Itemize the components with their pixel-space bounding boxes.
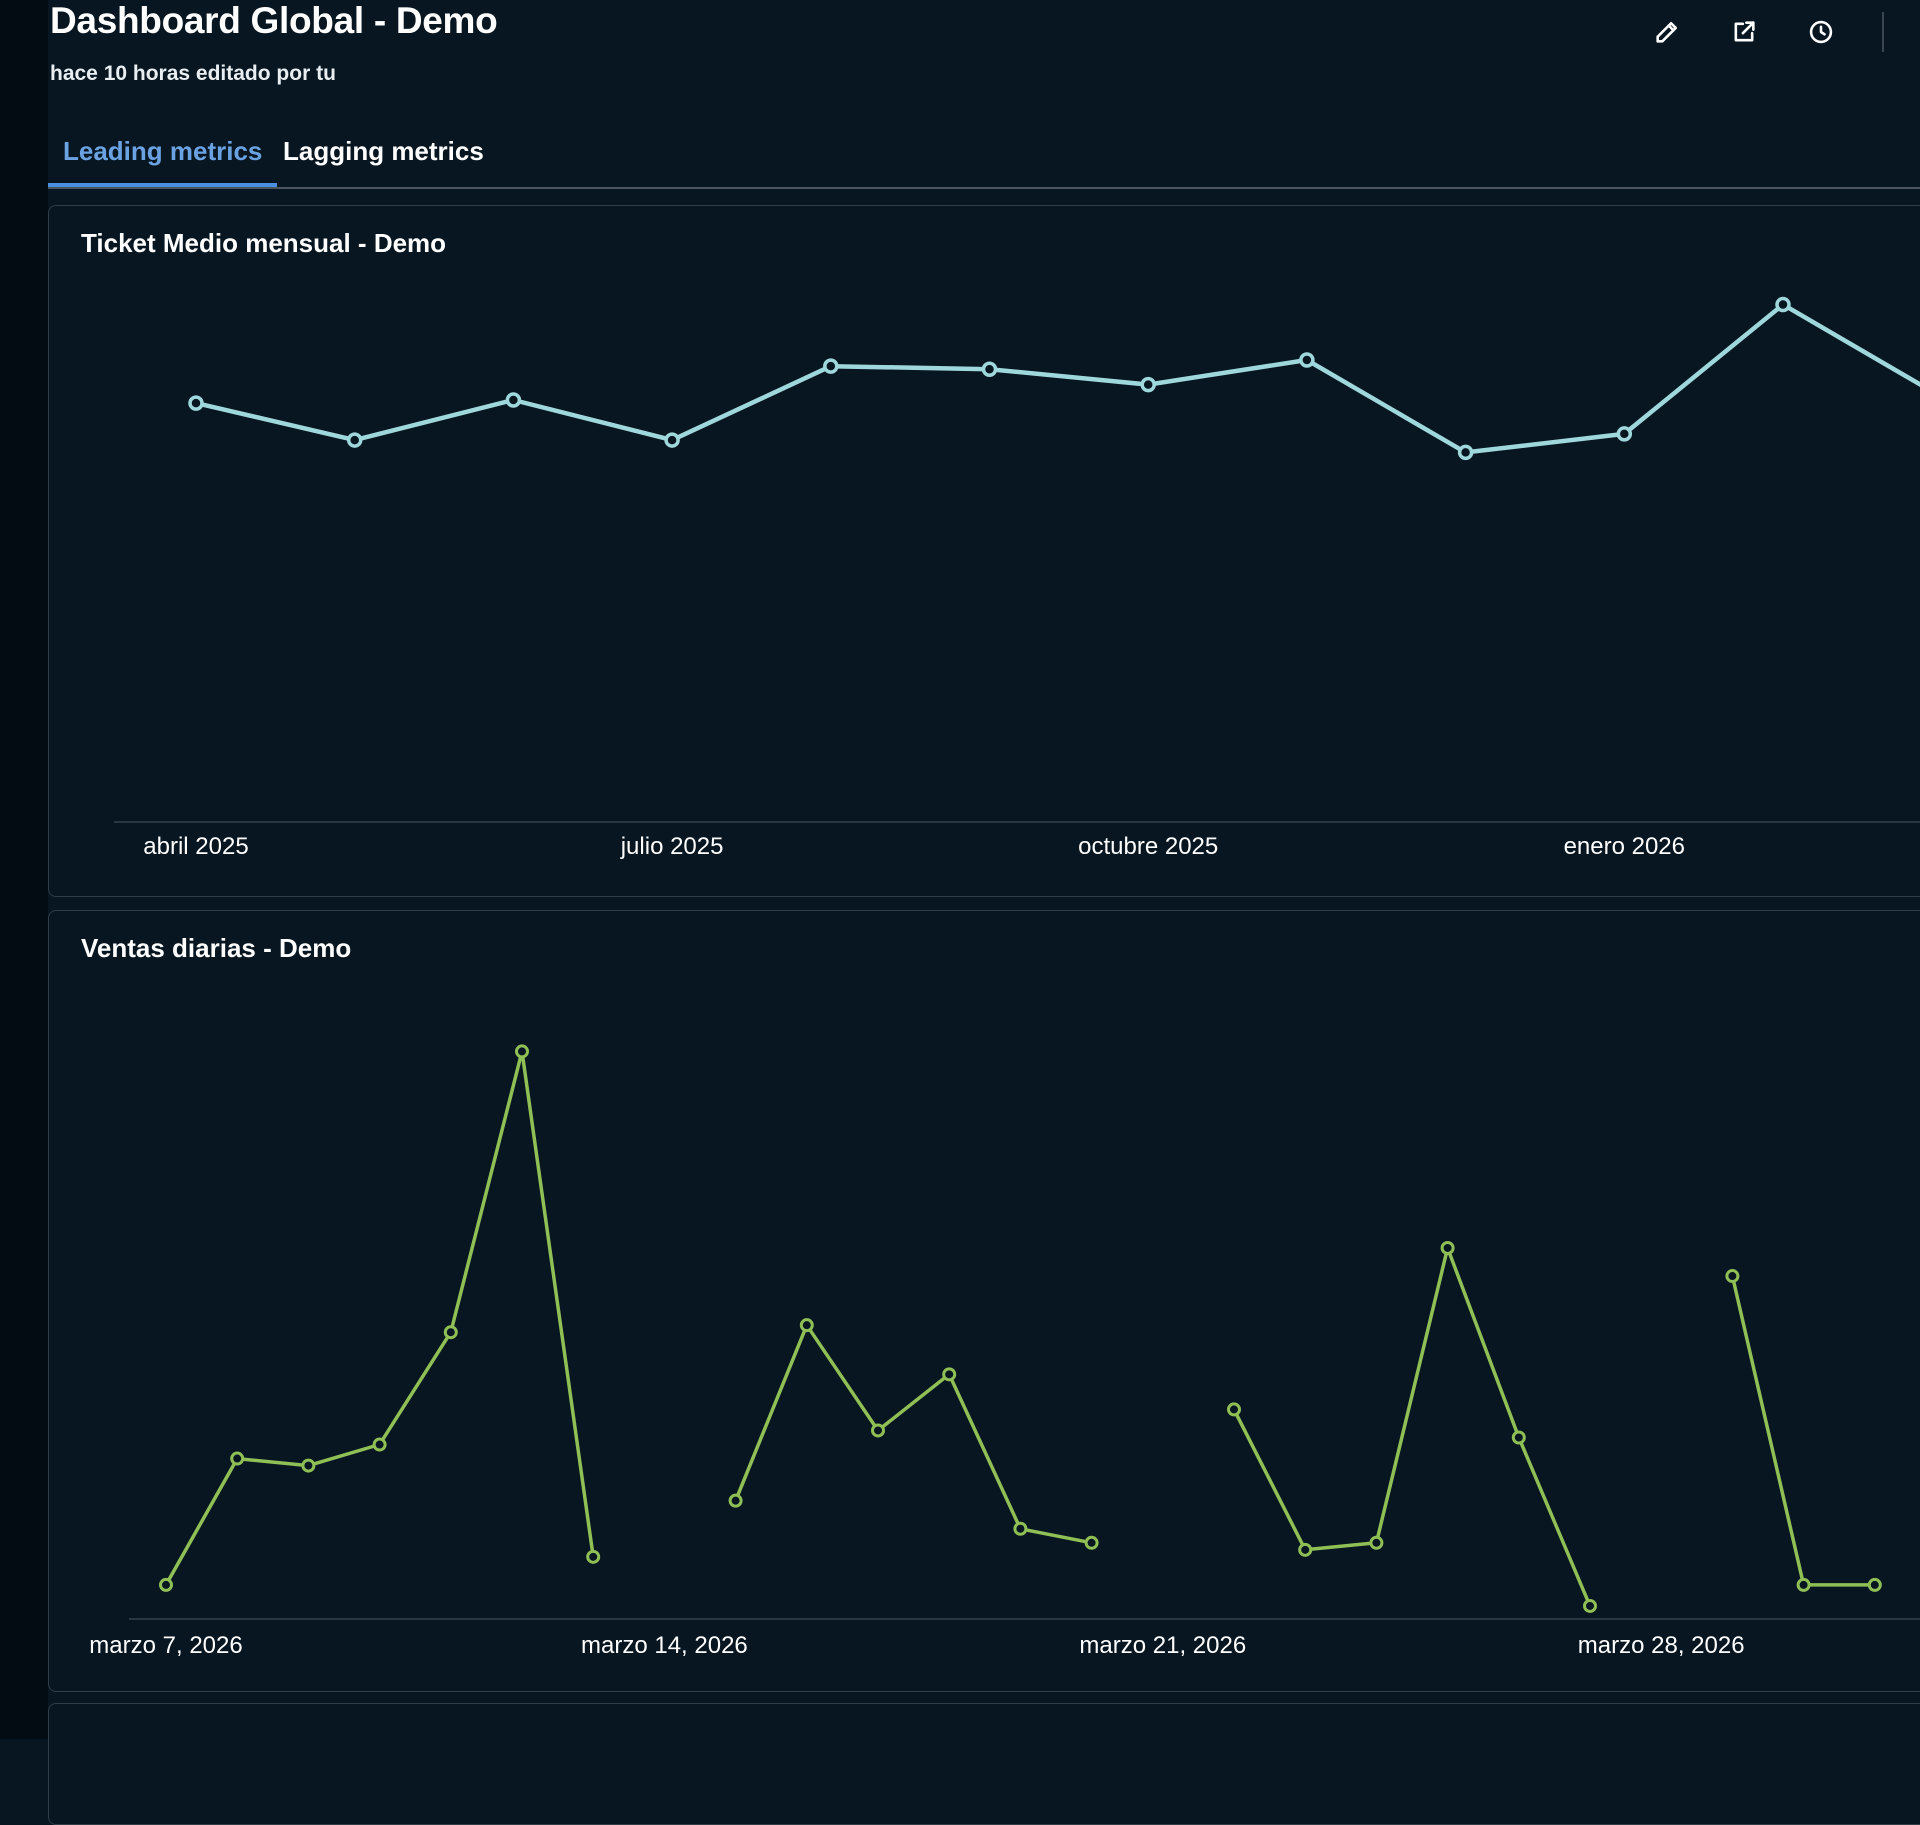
x-tick-label: enero 2026 xyxy=(1564,833,1685,860)
last-edited-info: hace 10 horas editado por tu xyxy=(50,62,336,85)
dashboard-tabs: Leading metrics Lagging metrics xyxy=(48,128,1920,188)
x-tick-label: marzo 14, 2026 xyxy=(581,1632,748,1659)
ventas-diarias-card: Ventas diarias - Demo marzo 7, 2026 marzo… xyxy=(48,910,1920,1692)
x-tick-label: octubre 2025 xyxy=(1078,833,1218,860)
data-point xyxy=(372,1437,387,1452)
series-line xyxy=(195,302,1920,455)
actions-divider xyxy=(1882,12,1884,52)
data-point xyxy=(1013,1521,1028,1536)
data-point xyxy=(1299,352,1315,368)
data-point xyxy=(1298,1542,1313,1557)
data-point xyxy=(871,1423,885,1438)
data-point xyxy=(1369,1535,1384,1550)
ventas-diarias-chart: marzo 7, 2026 marzo 14, 2026 marzo 21, 202… xyxy=(89,1044,1920,1659)
dashboard-header: Dashboard Global - Demo hace 10 horas ed… xyxy=(48,0,1920,188)
x-tick-label: julio 2025 xyxy=(620,833,724,860)
data-point xyxy=(515,1044,529,1059)
data-point xyxy=(301,1458,316,1473)
x-tick-label: marzo 7, 2026 xyxy=(89,1632,242,1659)
ticket-medio-card: Ticket Medio mensual - Demo abril 2025 ju… xyxy=(48,205,1920,897)
card-title: Ticket Medio mensual - Demo xyxy=(81,228,447,258)
tabs-divider xyxy=(48,187,1920,189)
data-point xyxy=(188,395,204,411)
data-point xyxy=(1583,1598,1597,1613)
tab-lagging-metrics[interactable]: Lagging metrics xyxy=(268,128,499,186)
data-point xyxy=(346,432,363,448)
page-title: Dashboard Global - Demo xyxy=(50,0,498,41)
data-point xyxy=(443,1325,458,1340)
tab-label: Leading metrics xyxy=(63,136,263,166)
edit-button[interactable] xyxy=(1647,12,1687,52)
data-point xyxy=(586,1549,601,1564)
data-point xyxy=(799,1318,814,1333)
data-point xyxy=(981,361,998,377)
data-point xyxy=(664,432,680,448)
data-point xyxy=(942,1367,957,1382)
tab-leading-metrics[interactable]: Leading metrics xyxy=(48,128,278,187)
left-sidebar-strip xyxy=(0,0,48,1739)
card-title: Ventas diarias - Demo xyxy=(81,933,352,963)
data-point xyxy=(1796,1577,1811,1592)
data-point xyxy=(1775,296,1791,313)
data-point xyxy=(823,358,839,374)
data-point xyxy=(1867,1577,1882,1592)
share-icon xyxy=(1734,21,1755,42)
data-point xyxy=(728,1493,743,1508)
data-point xyxy=(230,1451,245,1466)
data-point xyxy=(1084,1535,1099,1550)
next-card xyxy=(48,1703,1920,1825)
history-button[interactable] xyxy=(1801,12,1841,52)
data-point xyxy=(1511,1430,1526,1445)
tab-label: Lagging metrics xyxy=(283,136,484,166)
data-point xyxy=(1457,444,1474,461)
data-point xyxy=(1140,376,1156,393)
data-point xyxy=(1440,1240,1455,1255)
data-point xyxy=(505,392,522,408)
data-point xyxy=(1725,1269,1740,1284)
ticket-medio-chart: abril 2025 julio 2025 octubre 2025 enero 20… xyxy=(114,296,1920,860)
edit-icon xyxy=(1656,21,1678,43)
data-point xyxy=(1227,1402,1241,1417)
history-icon xyxy=(1809,20,1833,44)
x-tick-label: marzo 28, 2026 xyxy=(1578,1632,1745,1659)
data-point xyxy=(1616,426,1633,442)
x-tick-label: abril 2025 xyxy=(143,833,248,860)
header-actions xyxy=(1520,12,1920,52)
x-tick-label: marzo 21, 2026 xyxy=(1079,1632,1246,1659)
share-button[interactable] xyxy=(1724,12,1764,52)
data-point xyxy=(159,1577,173,1592)
